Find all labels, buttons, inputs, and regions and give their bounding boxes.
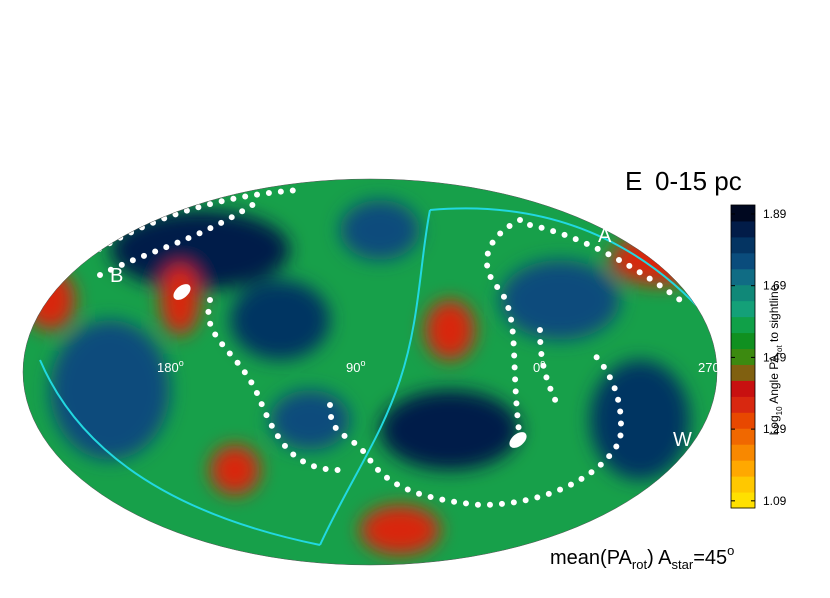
caption-part: star [672,557,694,572]
degree-sign: o [540,358,545,368]
colorbar-band [731,492,755,509]
label-part: to sightline [767,284,781,345]
caption-part: rot [632,557,648,572]
panel-letter: E [625,166,642,196]
colorbar-frame [730,204,756,509]
caption-part: =45 [693,547,727,569]
caption: mean(PArot) Astar=45o [550,543,734,572]
label-part: rot [775,345,784,355]
label-part: Log [767,415,781,435]
colorbar-tick-label: 1.69 [763,279,787,293]
longitude-value: 0 [533,360,540,375]
longitude-label: 0o [533,358,545,375]
longitude-label: 180o [157,358,184,375]
longitude-labels: 180o 90o 0o 270 [157,358,720,375]
colorbar-tick-label: 1.09 [763,494,787,508]
point-label: B [110,265,123,287]
colorbar-label: Log10 Angle PArot to sightline [767,284,784,435]
sky-map [23,179,717,565]
colorbar-tick-label: 1.89 [763,207,787,221]
point-label: A [598,225,612,247]
colorbar-band [731,380,755,397]
colorbar-band [731,252,755,270]
colorbar-tick-label: 1.29 [763,422,787,436]
colorbar-band [731,316,755,334]
caption-part: ) A [647,547,672,569]
colorbar-band [731,364,755,381]
colorbar-band [731,460,755,477]
colorbar-band [731,284,755,302]
longitude-label: 90o [346,358,365,375]
colorbar-band [731,332,755,350]
colorbar-band [731,396,755,413]
colorbar-band [731,428,755,445]
degree-sign: o [360,358,365,368]
caption-part: o [727,543,734,558]
colorbar-band [731,444,755,461]
point-label: W [673,429,692,451]
colorbar-band [731,348,755,365]
longitude-value: 270 [698,360,720,375]
colorbar-tick-label: 1.49 [763,350,787,364]
panel-title: 0-15 pc [655,166,742,196]
degree-sign: o [179,358,184,368]
longitude-value: 90 [346,360,360,375]
colorbar-band [731,220,755,238]
label-part: 10 [775,406,784,415]
colorbar-band [731,300,755,318]
longitude-value: 180 [157,360,179,375]
colorbar: 1.09 1.29 1.49 1.69 1.89 [730,204,787,509]
label-part: Angle PA [767,355,781,407]
colorbar-band [731,476,755,493]
longitude-label: 270 [698,360,720,375]
colorbar-band [731,205,755,222]
colorbar-band [731,236,755,254]
colorbar-band [731,412,755,429]
caption-part: mean(PA [550,547,633,569]
colorbar-band [731,268,755,286]
